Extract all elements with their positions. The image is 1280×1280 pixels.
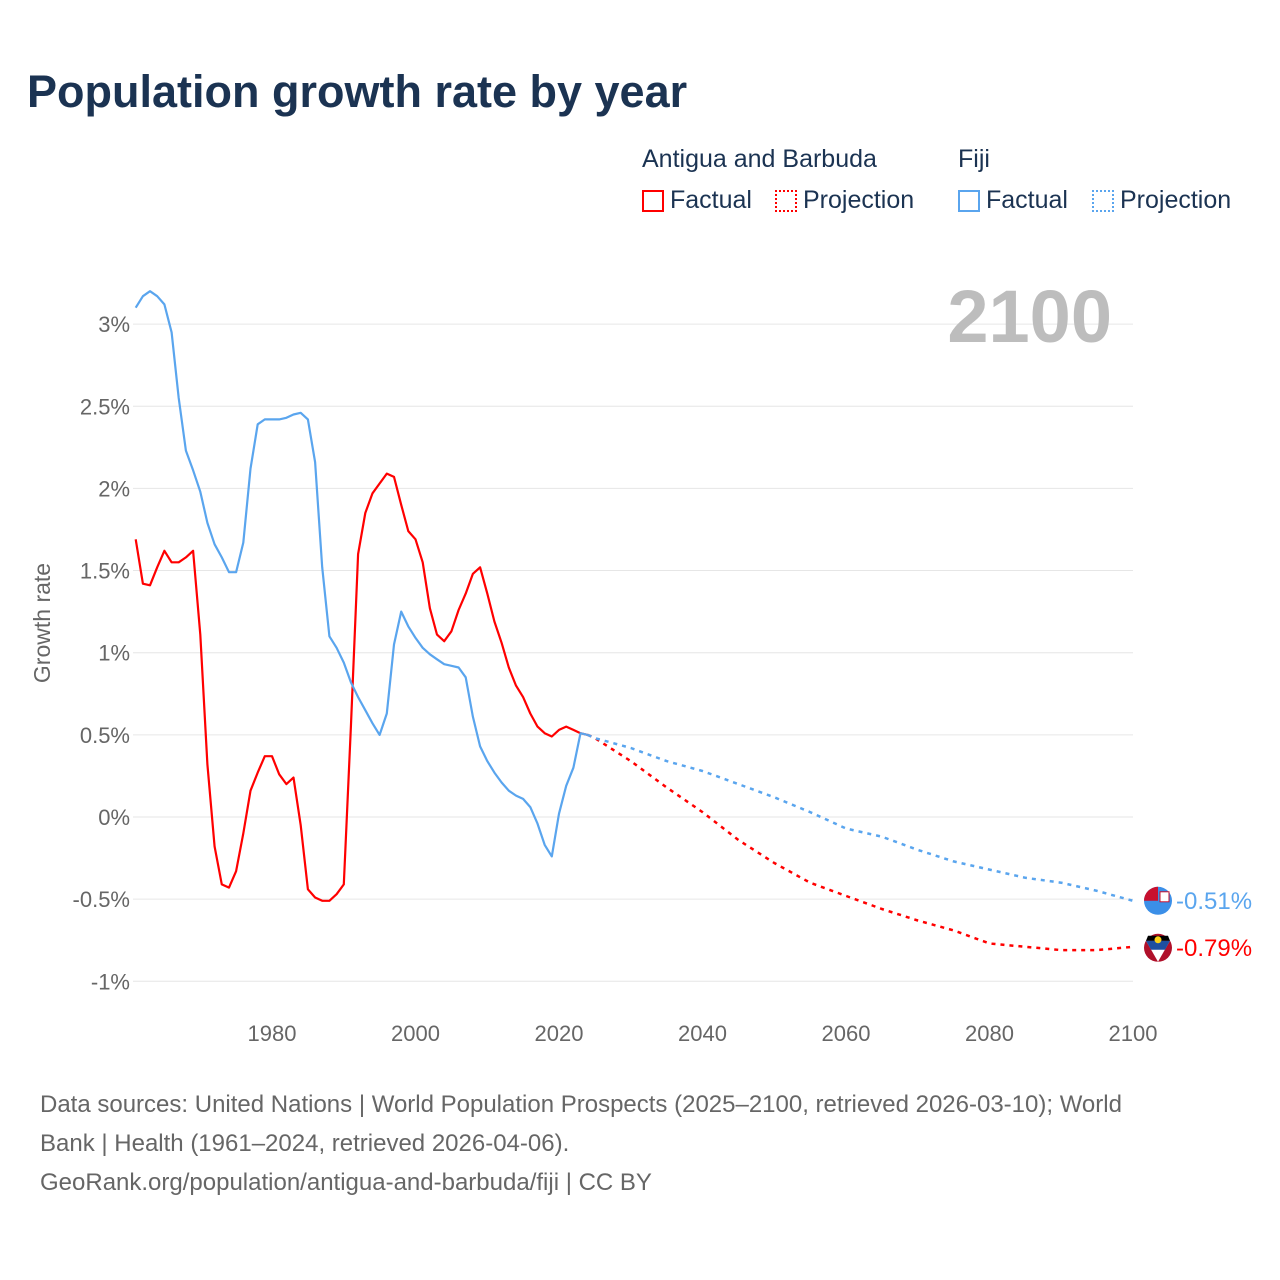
end-value-label: -0.79% (1176, 935, 1252, 962)
footer-link[interactable]: GeoRank.org/population/antigua-and-barbu… (40, 1169, 652, 1196)
x-tick-label: 1980 (248, 1021, 297, 1046)
y-tick-label: -1% (91, 969, 130, 994)
x-tick-label: 2020 (535, 1021, 584, 1046)
legend-antigua-factual[interactable]: Factual (642, 186, 752, 215)
legend-swatch-dotted-blue (1092, 189, 1114, 212)
y-tick-label: -0.5% (73, 887, 130, 912)
year-overlay: 2100 (947, 275, 1112, 358)
legend-label: Projection (1120, 186, 1232, 214)
x-tick-label: 2080 (965, 1021, 1014, 1046)
legend-fiji-factual[interactable]: Factual (958, 186, 1068, 215)
legend-label: Factual (986, 186, 1068, 214)
series-line-fiji-projection[interactable] (587, 733, 1134, 903)
y-axis-label: Growth rate (29, 563, 55, 683)
series-line-fiji-factual[interactable] (134, 290, 588, 858)
series-line-antigua-and-barbuda-projection[interactable] (587, 733, 1134, 952)
x-tick-label: 2000 (391, 1021, 440, 1046)
legend-label: Factual (670, 186, 752, 214)
y-tick-label: 0% (98, 805, 130, 830)
antigua-flag-icon (1144, 933, 1172, 962)
legend-group-antigua: Antigua and Barbuda (642, 145, 877, 173)
footer-sources-line2: Bank | Health (1961–2024, retrieved 2026… (40, 1130, 570, 1157)
legend-swatch-dotted-red (775, 189, 797, 212)
x-tick-label: 2040 (678, 1021, 727, 1046)
y-tick-label: 1.5% (80, 559, 130, 584)
legend-swatch-solid-red (642, 189, 664, 212)
end-value-label: -0.51% (1176, 888, 1252, 915)
y-tick-label: 1% (98, 641, 130, 666)
legend-label: Projection (803, 186, 915, 214)
y-tick-label: 3% (98, 312, 130, 337)
legend-swatch-solid-blue (958, 189, 980, 212)
x-tick-label: 2100 (1109, 1021, 1158, 1046)
series-line-antigua-and-barbuda-factual[interactable] (134, 472, 588, 902)
legend-antigua-projection[interactable]: Projection (775, 186, 914, 215)
fiji-flag-icon (1144, 886, 1172, 915)
legend-group-fiji: Fiji (958, 145, 990, 173)
y-tick-label: 2% (98, 476, 130, 501)
x-tick-label: 2060 (822, 1021, 871, 1046)
footer-sources-line1: Data sources: United Nations | World Pop… (40, 1091, 1122, 1118)
y-tick-label: 2.5% (80, 394, 130, 419)
chart-title: Population growth rate by year (27, 66, 688, 117)
legend-fiji-projection[interactable]: Projection (1092, 186, 1231, 215)
y-tick-label: 0.5% (80, 723, 130, 748)
